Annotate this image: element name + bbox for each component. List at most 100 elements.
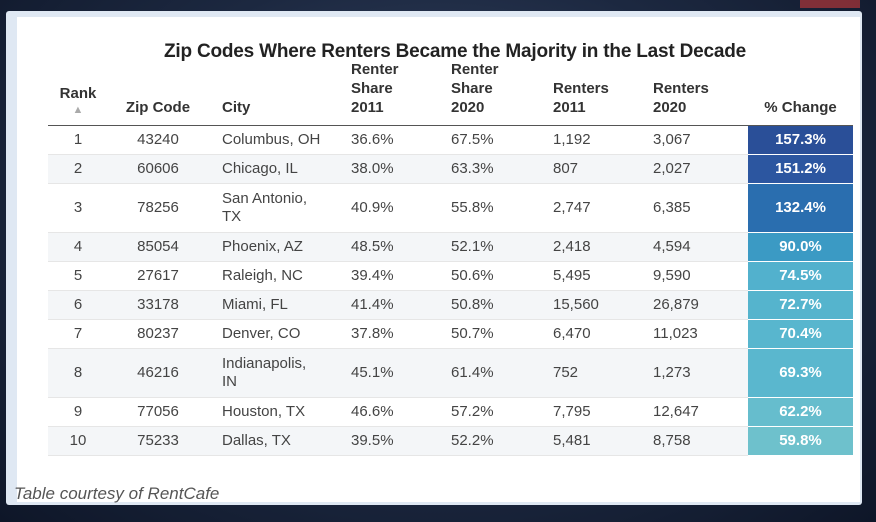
renters-2011-header-line2: 2011	[553, 99, 586, 116]
city-cell: Miami, FL	[208, 290, 343, 320]
column-header-city[interactable]: City	[208, 60, 343, 126]
table-row: 9 77056 Houston, TX 46.6% 57.2% 7,795 12,647 62…	[48, 397, 853, 427]
zip-header-label: Zip Code	[125, 99, 191, 116]
table-credit: Table courtesy of RentCafe	[14, 484, 220, 503]
rank-cell: 5	[48, 261, 108, 291]
city-cell: Phoenix, AZ	[208, 232, 343, 262]
renters-2011-cell: 752	[543, 348, 643, 398]
change-cell: 90.0%	[748, 232, 853, 262]
rank-cell: 1	[48, 125, 108, 155]
renters-2020-cell: 12,647	[643, 397, 748, 427]
column-header-renters-2011[interactable]: Renters 2011	[543, 60, 643, 126]
renters-2020-cell: 26,879	[643, 290, 748, 320]
rank-cell: 3	[48, 183, 108, 233]
renters-2020-cell: 3,067	[643, 125, 748, 155]
rank-cell: 7	[48, 319, 108, 349]
share-2020-header-line3: 2020	[451, 99, 485, 116]
zip-cell: 80237	[108, 319, 208, 349]
rank-cell: 4	[48, 232, 108, 262]
renters-2020-cell: 4,594	[643, 232, 748, 262]
change-cell: 74.5%	[748, 261, 853, 291]
share-2011-cell: 46.6%	[343, 397, 443, 427]
change-cell: 157.3%	[748, 125, 853, 155]
city-cell: Chicago, IL	[208, 154, 343, 184]
column-header-change[interactable]: % Change	[748, 60, 853, 126]
share-2011-cell: 48.5%	[343, 232, 443, 262]
zip-cell: 43240	[108, 125, 208, 155]
table-row: 1 43240 Columbus, OH 36.6% 67.5% 1,192 3,067 15…	[48, 125, 853, 155]
city-cell: Denver, CO	[208, 319, 343, 349]
renters-2011-cell: 807	[543, 154, 643, 184]
share-2020-cell: 50.7%	[443, 319, 543, 349]
renters-2020-header-line2: 2020	[653, 99, 687, 116]
share-2011-cell: 41.4%	[343, 290, 443, 320]
table-row: 8 46216 Indianapolis, IN 45.1% 61.4% 752 1,273…	[48, 348, 853, 398]
share-2020-header-line2: Share	[451, 80, 493, 97]
renters-2020-cell: 9,590	[643, 261, 748, 291]
change-header-label: % Change	[764, 99, 837, 116]
table-title: Zip Codes Where Renters Became the Major…	[163, 41, 747, 62]
zip-cell: 77056	[108, 397, 208, 427]
zip-cell: 46216	[108, 348, 208, 398]
renters-2011-cell: 7,795	[543, 397, 643, 427]
share-2020-cell: 50.8%	[443, 290, 543, 320]
column-header-renters-2020[interactable]: Renters 2020	[643, 60, 748, 126]
renters-2020-cell: 2,027	[643, 154, 748, 184]
share-2020-cell: 63.3%	[443, 154, 543, 184]
zip-cell: 78256	[108, 183, 208, 233]
renters-2020-cell: 6,385	[643, 183, 748, 233]
city-header-label: City	[222, 99, 251, 116]
share-2020-header-line1: Renter	[451, 61, 499, 78]
column-header-share-2011[interactable]: Renter Share 2011	[343, 60, 443, 126]
table-row: 3 78256 San Antonio, TX 40.9% 55.8% 2,747 6,38…	[48, 183, 853, 233]
city-cell: Columbus, OH	[208, 125, 343, 155]
rank-cell: 10	[48, 426, 108, 456]
change-cell: 69.3%	[748, 348, 853, 398]
share-2011-cell: 37.8%	[343, 319, 443, 349]
share-2020-cell: 67.5%	[443, 125, 543, 155]
column-header-rank[interactable]: Rank ▲	[48, 60, 108, 126]
sort-ascending-icon[interactable]: ▲	[72, 104, 84, 116]
share-2011-cell: 45.1%	[343, 348, 443, 398]
zip-cell: 75233	[108, 426, 208, 456]
zip-cell: 27617	[108, 261, 208, 291]
data-table-container: Rank ▲ Zip Code City Renter Share 2011 R…	[48, 60, 853, 456]
share-2020-cell: 55.8%	[443, 183, 543, 233]
renters-2020-cell: 8,758	[643, 426, 748, 456]
share-2011-header-line1: Renter	[351, 61, 399, 78]
column-header-zip[interactable]: Zip Code	[108, 60, 208, 126]
renters-table: Rank ▲ Zip Code City Renter Share 2011 R…	[48, 60, 853, 456]
renters-2011-cell: 6,470	[543, 319, 643, 349]
renters-2011-cell: 1,192	[543, 125, 643, 155]
background-streak	[800, 0, 860, 8]
table-row: 7 80237 Denver, CO 37.8% 50.7% 6,470 11,023 70.…	[48, 319, 853, 349]
share-2011-cell: 40.9%	[343, 183, 443, 233]
header-row: Rank ▲ Zip Code City Renter Share 2011 R…	[48, 60, 853, 126]
change-cell: 151.2%	[748, 154, 853, 184]
renters-2011-cell: 2,418	[543, 232, 643, 262]
renters-2020-header-line1: Renters	[653, 80, 709, 97]
share-2020-cell: 52.1%	[443, 232, 543, 262]
share-2020-cell: 61.4%	[443, 348, 543, 398]
renters-2011-header-line1: Renters	[553, 80, 609, 97]
rank-cell: 2	[48, 154, 108, 184]
share-2011-cell: 38.0%	[343, 154, 443, 184]
renters-2020-cell: 1,273	[643, 348, 748, 398]
renters-2020-cell: 11,023	[643, 319, 748, 349]
renters-2011-cell: 2,747	[543, 183, 643, 233]
city-cell: Dallas, TX	[208, 426, 343, 456]
table-row: 6 33178 Miami, FL 41.4% 50.8% 15,560 26,879 72.…	[48, 290, 853, 320]
change-cell: 59.8%	[748, 426, 853, 456]
table-row: 2 60606 Chicago, IL 38.0% 63.3% 807 2,027 151.2…	[48, 154, 853, 184]
change-cell: 72.7%	[748, 290, 853, 320]
share-2011-cell: 39.4%	[343, 261, 443, 291]
share-2020-cell: 57.2%	[443, 397, 543, 427]
city-cell: Indianapolis, IN	[208, 348, 343, 398]
rank-header-label: Rank	[59, 85, 97, 102]
share-2020-cell: 52.2%	[443, 426, 543, 456]
table-body: 1 43240 Columbus, OH 36.6% 67.5% 1,192 3,067 15…	[48, 125, 853, 456]
change-cell: 70.4%	[748, 319, 853, 349]
column-header-share-2020[interactable]: Renter Share 2020	[443, 60, 543, 126]
renters-2011-cell: 15,560	[543, 290, 643, 320]
table-row: 5 27617 Raleigh, NC 39.4% 50.6% 5,495 9,590 74.…	[48, 261, 853, 291]
